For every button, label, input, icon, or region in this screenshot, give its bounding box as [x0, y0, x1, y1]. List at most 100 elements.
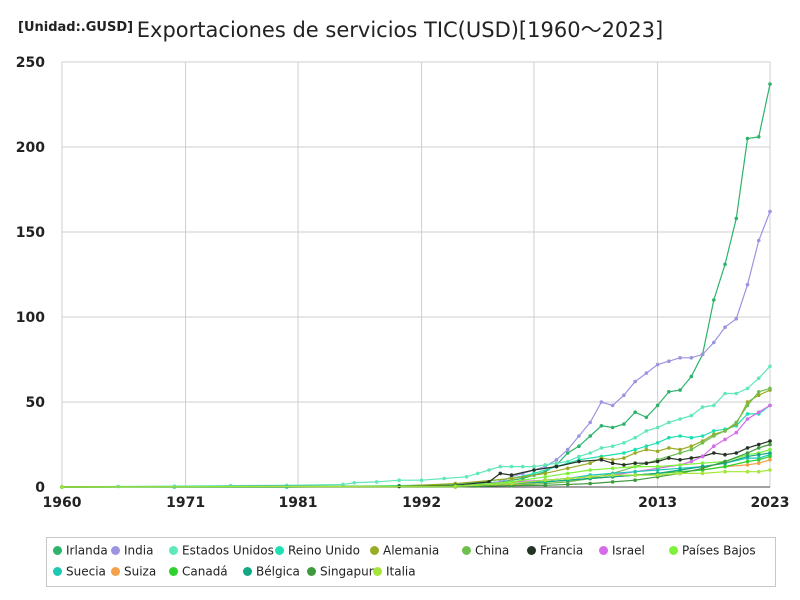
data-point [577, 434, 581, 438]
data-point [655, 449, 660, 454]
y-tick-label: 0 [35, 480, 45, 496]
data-point [689, 435, 694, 440]
data-point [756, 442, 761, 447]
legend-swatch [275, 546, 284, 555]
data-point [633, 379, 637, 384]
legend-swatch [53, 546, 62, 555]
data-point [678, 434, 682, 438]
data-point [633, 469, 637, 474]
legend-swatch [111, 567, 120, 576]
series-line [62, 211, 771, 488]
data-point [712, 298, 716, 302]
data-point [487, 480, 491, 484]
legend-swatch [599, 546, 608, 555]
data-point [543, 483, 548, 488]
x-tick-label: 1971 [166, 495, 205, 511]
legend-label: Suecia [66, 564, 106, 579]
legend-label: India [124, 543, 154, 558]
data-point [464, 475, 469, 479]
legend: Irlanda India Estados Unidos Reino Unido Ale… [46, 537, 776, 587]
data-point [745, 386, 750, 391]
data-point [610, 473, 615, 477]
data-point [700, 466, 705, 471]
chart-title: Exportaciones de servicios TIC(USD)[1960… [136, 18, 664, 42]
data-point [565, 482, 570, 487]
data-point [622, 441, 626, 445]
data-point [756, 390, 761, 394]
data-point [622, 463, 626, 467]
data-point [756, 410, 761, 415]
data-point [509, 464, 514, 469]
data-point [644, 415, 649, 420]
data-point [588, 434, 592, 438]
legend-item: China [462, 543, 509, 558]
data-point [756, 376, 761, 381]
data-point [532, 464, 536, 469]
legend-item: Singapur [307, 564, 374, 579]
data-point [768, 442, 772, 447]
data-point [622, 393, 626, 398]
data-point [644, 461, 649, 466]
legend-item: Reino Unido [275, 543, 360, 558]
legend-item: Suecia [53, 564, 106, 579]
data-point [610, 458, 615, 462]
data-point [588, 420, 592, 425]
data-point [756, 452, 761, 457]
data-point [667, 359, 671, 364]
data-point [745, 469, 750, 474]
data-point [442, 476, 446, 481]
data-point [723, 391, 727, 396]
data-point [520, 464, 525, 469]
legend-label: Francia [540, 543, 584, 558]
data-point [745, 136, 750, 141]
legend-swatch [462, 546, 471, 555]
data-point [768, 439, 772, 443]
data-point [610, 403, 615, 408]
data-point [532, 468, 536, 472]
legend-label: Suiza [124, 564, 157, 579]
series-line [62, 83, 771, 488]
data-point [509, 473, 514, 477]
data-point [723, 452, 727, 457]
data-point [655, 464, 660, 469]
y-tick-label: 50 [26, 395, 46, 411]
data-point [509, 476, 514, 481]
data-point [655, 441, 660, 445]
data-point [599, 458, 604, 462]
data-point [532, 471, 536, 476]
data-point [723, 459, 727, 464]
data-point [565, 471, 570, 476]
data-point [723, 429, 727, 433]
plot-frame [61, 61, 771, 488]
legend-label: Israel [612, 543, 645, 558]
legend-item: Alemania [370, 543, 439, 558]
legend-item: Italia [373, 564, 416, 579]
y-tick-label: 100 [16, 310, 45, 326]
data-point [734, 316, 739, 321]
legend-swatch [169, 546, 178, 555]
data-point [599, 400, 604, 404]
legend-swatch [669, 546, 678, 555]
data-point [498, 471, 503, 476]
data-point [577, 444, 581, 449]
data-point [667, 420, 671, 425]
x-tick-label: 1960 [43, 495, 82, 511]
legend-label: Bélgica [256, 564, 300, 579]
series-line [61, 455, 771, 488]
legend-label: Reino Unido [288, 543, 360, 558]
x-tick-label: 2023 [751, 495, 790, 511]
data-point [622, 456, 626, 460]
data-point [745, 282, 750, 287]
legend-swatch [370, 546, 379, 555]
data-point [588, 461, 592, 466]
data-point [700, 352, 705, 357]
data-point [678, 356, 682, 360]
data-point [60, 485, 64, 489]
data-point [745, 403, 750, 408]
data-point [756, 393, 761, 398]
data-point [745, 454, 750, 459]
data-point [655, 362, 660, 367]
data-point [565, 447, 570, 452]
data-point [599, 446, 604, 450]
data-point [543, 463, 548, 467]
